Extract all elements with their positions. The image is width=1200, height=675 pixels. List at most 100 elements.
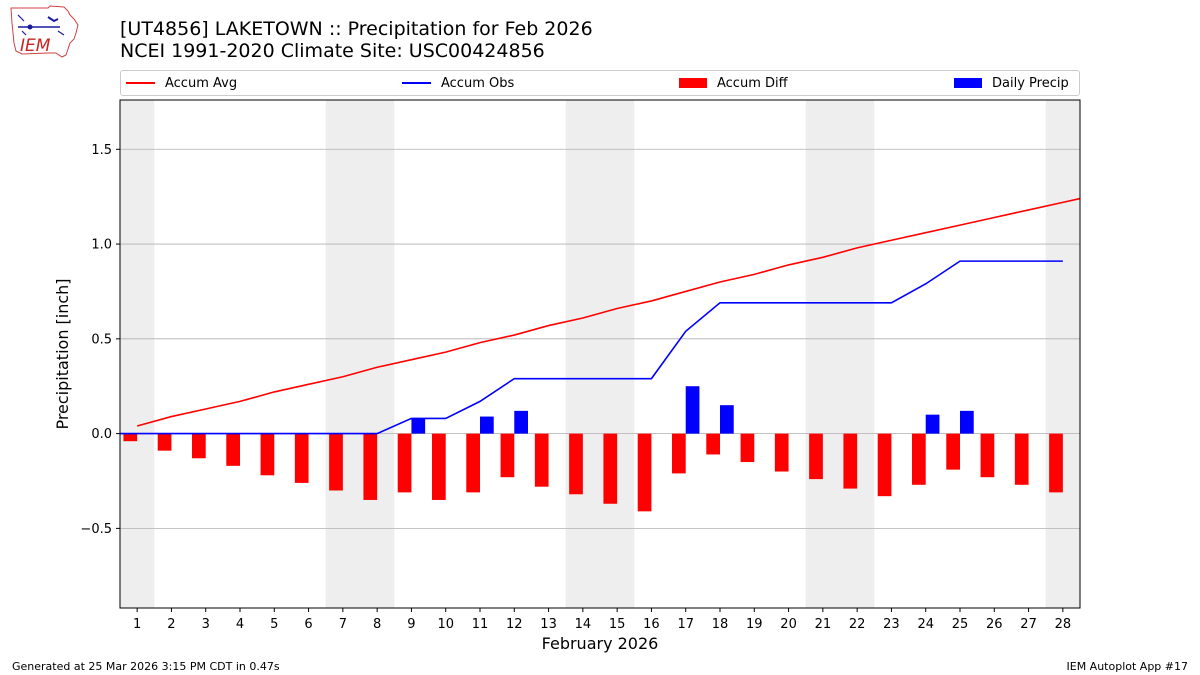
xtick-label: 2 bbox=[167, 617, 175, 632]
chart-subtitle: NCEI 1991-2020 Climate Site: USC00424856 bbox=[120, 40, 545, 62]
daily-precip-bar-17 bbox=[685, 386, 700, 434]
weekend-band-22 bbox=[840, 100, 875, 608]
accum-avg-line bbox=[136, 197, 1081, 427]
legend-label-daily-precip: Daily Precip bbox=[992, 75, 1069, 91]
accum-diff-bar-14 bbox=[569, 433, 583, 495]
daily-precip-bar-9 bbox=[411, 418, 426, 434]
weekend-band-7 bbox=[325, 100, 360, 608]
accum-diff-bar-8 bbox=[363, 433, 378, 500]
accum-diff-bar-26 bbox=[980, 433, 995, 478]
daily-precip-bar-25 bbox=[960, 410, 974, 434]
xtick-label: 21 bbox=[815, 617, 832, 632]
xtick-label: 10 bbox=[437, 617, 454, 632]
app-note: IEM Autoplot App #17 bbox=[1066, 660, 1189, 673]
legend-item-accum-obs: Accum Obs bbox=[402, 71, 514, 95]
weekend-band-14 bbox=[565, 100, 600, 608]
legend-item-accum-avg: Accum Avg bbox=[126, 71, 237, 95]
accum-diff-bar-27 bbox=[1014, 433, 1029, 485]
legend-label-accum-obs: Accum Obs bbox=[441, 75, 515, 91]
accum-diff-bar-19 bbox=[740, 433, 755, 463]
xtick-label: 12 bbox=[506, 617, 523, 632]
xtick-label: 16 bbox=[643, 617, 660, 632]
ytick-label: 1.5 bbox=[91, 143, 112, 158]
accum-diff-bar-12 bbox=[500, 433, 515, 478]
xtick-label: 28 bbox=[1055, 617, 1072, 632]
accum-diff-bar-23 bbox=[877, 433, 892, 497]
weekend-band-28 bbox=[1045, 100, 1080, 608]
daily-precip-bar-12 bbox=[514, 410, 528, 434]
legend-item-accum-diff: Accum Diff bbox=[679, 71, 788, 95]
weekend-band-8 bbox=[360, 100, 395, 608]
accum-obs-line bbox=[120, 260, 1063, 435]
ytick-label: 0.5 bbox=[91, 332, 112, 347]
logo-text: IEM bbox=[20, 36, 51, 56]
accum-diff-bar-5 bbox=[260, 433, 275, 476]
y-axis-label: Precipitation [inch] bbox=[53, 278, 72, 429]
accum-diff-bar-4 bbox=[226, 433, 240, 466]
weekend-band-21 bbox=[805, 100, 840, 608]
accum-diff-bar-11 bbox=[466, 433, 480, 493]
accum-diff-bar-3 bbox=[192, 433, 206, 459]
legend-label-accum-avg: Accum Avg bbox=[165, 75, 238, 91]
xtick-label: 23 bbox=[883, 617, 900, 632]
legend-item-daily-precip: Daily Precip bbox=[954, 71, 1069, 95]
weekend-band-1 bbox=[120, 100, 155, 608]
xtick-label: 27 bbox=[1020, 617, 1037, 632]
accum-diff-bar-22 bbox=[843, 433, 858, 489]
ytick-label: −0.5 bbox=[80, 522, 112, 537]
xtick-label: 20 bbox=[780, 617, 797, 632]
accum-diff-bar-16 bbox=[637, 433, 652, 512]
xtick-label: 26 bbox=[986, 617, 1003, 632]
accum-diff-bar-1 bbox=[123, 433, 138, 442]
iem-logo: IEM bbox=[10, 5, 79, 58]
accum-diff-bar-21 bbox=[809, 433, 823, 480]
accum-diff-bar-10 bbox=[432, 433, 446, 500]
accum-diff-bar-15 bbox=[603, 433, 618, 504]
accum-diff-bar-9 bbox=[397, 433, 412, 493]
xtick-label: 25 bbox=[952, 617, 969, 632]
daily-precip-bar-18 bbox=[720, 405, 734, 434]
accum-diff-bar-13 bbox=[534, 433, 549, 487]
accum-diff-bar-28 bbox=[1049, 433, 1063, 493]
legend-swatch-daily-precip bbox=[954, 78, 982, 88]
xtick-label: 8 bbox=[373, 617, 381, 632]
ytick-label: 1.0 bbox=[91, 238, 112, 253]
legend-label-accum-diff: Accum Diff bbox=[717, 75, 788, 91]
accum-diff-bar-2 bbox=[157, 433, 172, 451]
accum-diff-bar-25 bbox=[946, 433, 960, 470]
legend-swatch-accum-avg bbox=[126, 82, 155, 84]
chart-legend: Accum Avg Accum Obs Accum Diff Daily Pre… bbox=[120, 70, 1080, 96]
xtick-label: 9 bbox=[407, 617, 415, 632]
xtick-label: 5 bbox=[270, 617, 278, 632]
weekend-band-15 bbox=[600, 100, 635, 608]
xtick-label: 13 bbox=[540, 617, 557, 632]
legend-swatch-accum-diff bbox=[679, 78, 707, 88]
chart-title: [UT4856] LAKETOWN :: Precipitation for F… bbox=[120, 18, 593, 40]
xtick-label: 24 bbox=[917, 617, 934, 632]
xtick-label: 11 bbox=[472, 617, 489, 632]
daily-precip-bar-11 bbox=[480, 416, 494, 434]
accum-diff-bar-24 bbox=[912, 433, 926, 485]
xtick-label: 4 bbox=[236, 617, 244, 632]
xtick-label: 15 bbox=[609, 617, 626, 632]
xtick-label: 19 bbox=[746, 617, 763, 632]
xtick-label: 14 bbox=[575, 617, 592, 632]
accum-diff-bar-18 bbox=[706, 433, 720, 455]
xtick-label: 17 bbox=[677, 617, 694, 632]
generated-note: Generated at 25 Mar 2026 3:15 PM CDT in … bbox=[12, 660, 280, 673]
xtick-label: 7 bbox=[339, 617, 347, 632]
xtick-label: 1 bbox=[133, 617, 141, 632]
accum-diff-bar-20 bbox=[774, 433, 789, 472]
xtick-label: 18 bbox=[712, 617, 729, 632]
xtick-label: 22 bbox=[849, 617, 866, 632]
xtick-label: 3 bbox=[202, 617, 210, 632]
legend-swatch-accum-obs bbox=[402, 82, 431, 84]
ytick-label: 0.0 bbox=[91, 427, 112, 442]
accum-diff-bar-17 bbox=[672, 433, 686, 474]
plot-frame bbox=[119, 99, 1081, 609]
xtick-label: 6 bbox=[304, 617, 312, 632]
accum-diff-bar-6 bbox=[294, 433, 309, 483]
accum-diff-bar-7 bbox=[329, 433, 343, 491]
x-axis-label: February 2026 bbox=[542, 634, 659, 653]
